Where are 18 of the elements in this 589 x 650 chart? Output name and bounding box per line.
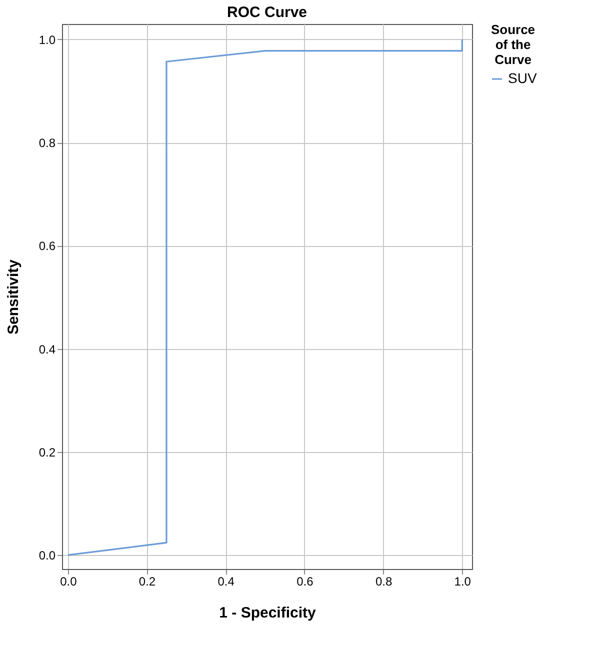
x-tick-label: 0.4 <box>218 574 235 588</box>
y-tick-label: 0.6 <box>38 239 56 254</box>
x-tick-label: 0.8 <box>375 574 392 588</box>
legend-label: SUV <box>508 70 538 86</box>
y-tick-label: 1.0 <box>38 32 56 47</box>
x-axis-title: 1 - Specificity <box>219 604 317 622</box>
legend-title: Source of the Curve <box>490 22 536 67</box>
y-tick-label: 0.2 <box>38 445 56 460</box>
x-tick-label: 0.6 <box>296 574 314 588</box>
x-tick-label: 0.2 <box>138 574 156 588</box>
y-axis-title: Sensitivity <box>4 258 22 335</box>
x-tick-label: 0.0 <box>60 574 78 588</box>
chart-title: ROC Curve <box>226 4 308 21</box>
y-tick-label: 0.8 <box>38 136 56 150</box>
x-tick-label: 1.0 <box>454 574 472 588</box>
y-tick-label: 0.0 <box>38 548 56 563</box>
y-tick-label: 0.4 <box>38 342 56 356</box>
line-series <box>67 38 463 556</box>
